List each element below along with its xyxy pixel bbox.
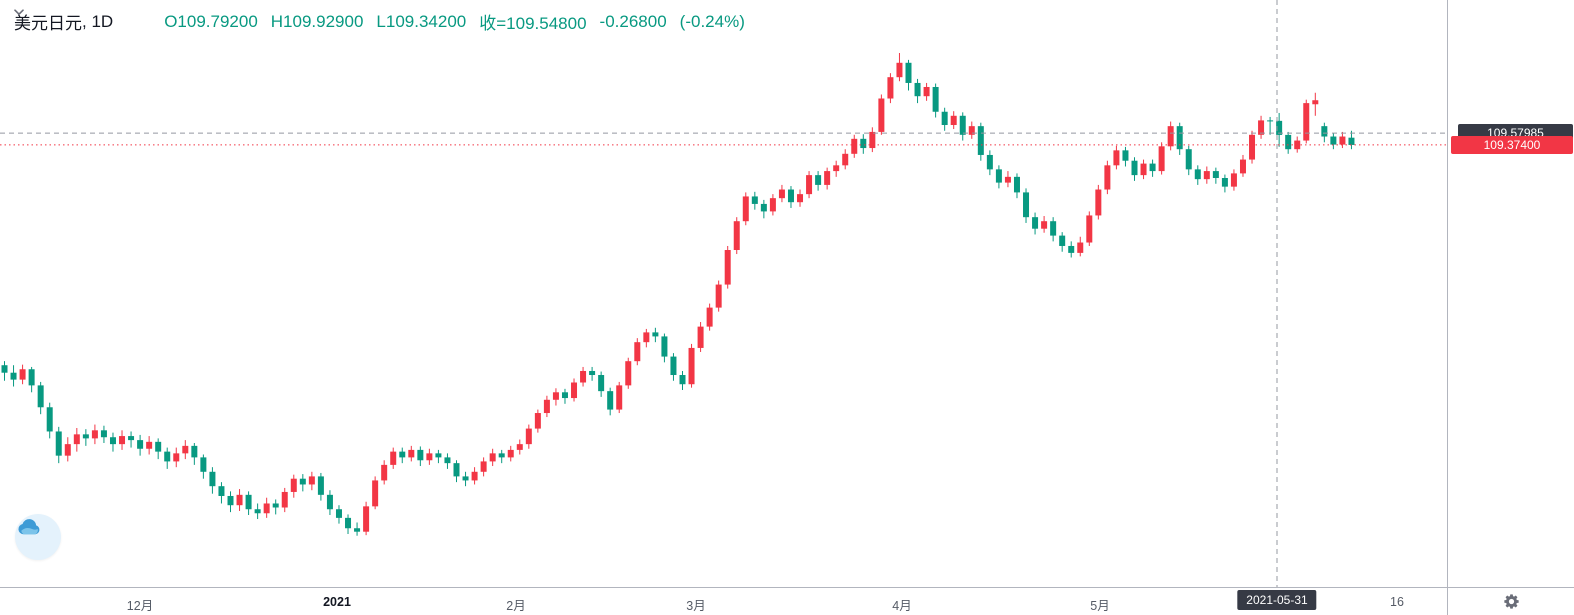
time-axis[interactable]: 12月 2021 2月 3月 4月 5月 16 2021-05-31 [0,587,1574,615]
axis-corner [1447,587,1574,615]
time-axis-label: 5月 [1090,599,1110,613]
last-price-badge: 109.37400 [1451,135,1573,154]
high-value: H109.92900 [270,11,364,31]
close-value: 收=109.54800 [479,14,587,33]
time-axis-label: 12月 [126,599,154,613]
symbol-name: 美元日元 [14,14,82,33]
symbol-legend: 美元日元, 1D O109.79200 H109.92900 L109.3420… [14,9,758,34]
candlestick-chart[interactable] [0,0,1447,587]
time-axis-label: 4月 [892,599,912,613]
time-axis-label: 3月 [686,599,706,613]
chart-pane[interactable]: 美元日元, 1D O109.79200 H109.92900 L109.3420… [0,0,1447,587]
change-percent: (-0.24%) [679,11,745,31]
price-axis[interactable]: 109.57985 109.37400 [1447,0,1574,587]
open-value: O109.79200 [164,11,258,31]
change-value: -0.26800 [599,11,667,31]
time-axis-label: 2021 [323,595,351,609]
ohlc-readout: O109.79200 H109.92900 L109.34200 收=109.5… [164,9,758,34]
low-value: L109.34200 [376,11,467,31]
provider-logo-button[interactable] [15,514,61,560]
crosshair-date-badge: 2021-05-31 [1237,590,1317,610]
symbol-selector[interactable]: 美元日元, 1D [14,9,118,34]
time-axis-label: 16 [1390,595,1404,609]
gear-icon[interactable] [1501,591,1522,612]
timeframe-label: , 1D [82,11,114,31]
time-axis-label: 2月 [506,599,526,613]
